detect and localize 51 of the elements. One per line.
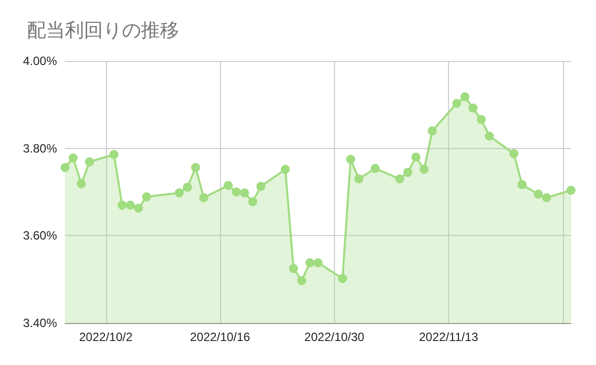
point xyxy=(191,163,200,172)
point xyxy=(280,164,290,174)
point xyxy=(174,188,184,198)
point xyxy=(395,174,404,184)
point xyxy=(452,98,462,108)
x-tick-label: 2022/10/16 xyxy=(190,330,250,344)
point xyxy=(476,115,486,124)
chart-title: 配当利回りの推移 xyxy=(27,20,179,42)
point xyxy=(289,264,298,273)
point xyxy=(297,276,306,286)
point xyxy=(509,149,518,158)
point xyxy=(420,164,429,174)
point xyxy=(566,186,576,195)
point xyxy=(428,126,437,136)
point xyxy=(518,180,527,190)
point xyxy=(142,192,152,202)
point xyxy=(232,188,241,196)
point xyxy=(542,193,552,202)
point xyxy=(199,193,208,202)
point xyxy=(182,182,192,192)
y-tick-label: 3.40% xyxy=(22,316,58,330)
point xyxy=(460,92,470,102)
point xyxy=(346,154,356,164)
point xyxy=(411,152,420,162)
point xyxy=(134,204,143,213)
y-tick-label: 3.80% xyxy=(22,141,58,156)
point xyxy=(84,157,94,166)
point xyxy=(118,200,127,210)
point xyxy=(224,180,233,190)
point xyxy=(60,163,70,172)
x-tick-label: 2022/10/30 xyxy=(304,330,365,344)
point xyxy=(403,168,412,177)
x-tick-label: 2022/11/13 xyxy=(418,330,478,344)
point xyxy=(484,132,494,141)
point xyxy=(314,258,322,268)
point xyxy=(354,174,364,184)
point xyxy=(338,274,347,283)
y-tick-label: 4.00% xyxy=(22,54,58,68)
point xyxy=(126,200,135,210)
point xyxy=(534,190,543,199)
point xyxy=(248,197,258,206)
point xyxy=(109,150,118,159)
x-tick-label: 2022/10/2 xyxy=(79,330,133,344)
point xyxy=(370,164,380,173)
point xyxy=(305,258,314,268)
y-tick-label: 3.60% xyxy=(22,228,58,243)
point xyxy=(240,188,250,198)
point xyxy=(468,104,478,113)
point xyxy=(68,153,78,162)
point xyxy=(256,182,266,191)
point xyxy=(76,179,86,188)
